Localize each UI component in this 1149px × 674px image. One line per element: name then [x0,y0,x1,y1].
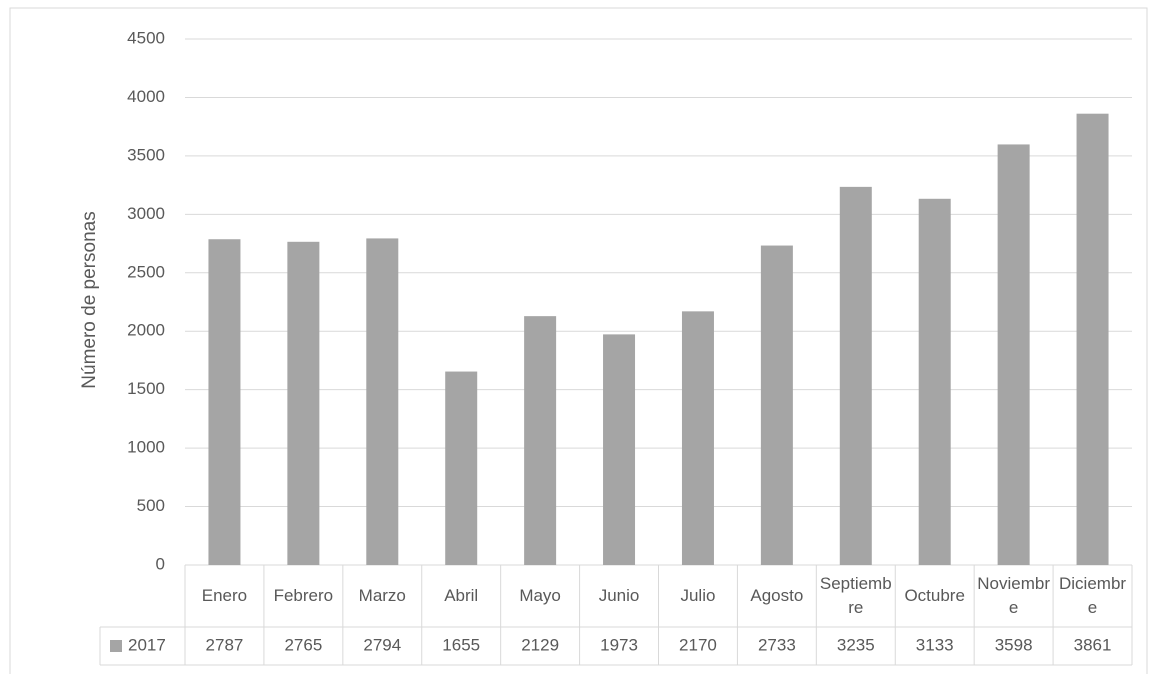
table-value: 2794 [363,635,401,654]
chart-frame [9,7,1148,674]
x-tick-label: Abril [444,586,479,606]
y-tick-label: 2500 [127,262,165,281]
x-tick-label-box: Mayo [519,586,561,606]
table-value: 2733 [758,635,796,654]
x-tick-label: Noviembre [977,574,1050,617]
x-tick-label-box: Junio [598,586,640,606]
table-value: 1655 [442,635,480,654]
x-tick-label: Febrero [273,586,334,606]
y-tick-label: 4500 [127,28,165,47]
y-tick-label: 3000 [127,204,165,223]
table-value: 1973 [600,635,638,654]
x-tick-label-box: Agosto [750,586,804,606]
bar [839,186,872,565]
y-axis-label: Número de personas [79,211,100,388]
y-tick-label: 1500 [127,379,165,398]
x-tick-label-box: Febrero [273,586,334,606]
x-tick-label-box: Marzo [358,586,406,606]
table-value: 3861 [1074,635,1112,654]
bar [997,144,1030,565]
x-tick-label: Octubre [904,586,965,606]
x-tick-label: Diciembre [1059,574,1127,617]
table-value: 3133 [916,635,954,654]
x-tick-label: Mayo [519,586,561,606]
x-tick-label: Enero [201,586,248,606]
x-tick-label: Agosto [750,586,804,606]
table-value: 2129 [521,635,559,654]
bar [366,238,399,565]
x-tick-label-box: Septiembre [819,574,892,617]
table-value: 2170 [679,635,717,654]
legend-label: 2017 [128,635,166,654]
bar [208,239,241,566]
y-tick-label: 2000 [127,321,165,340]
x-tick-label-box: Abril [444,586,479,606]
x-tick-label-box: Noviembre [977,574,1050,617]
x-tick-label-box: Octubre [904,586,965,606]
table-value: 3235 [837,635,875,654]
bar [1076,113,1109,565]
bar [287,241,320,565]
bar [918,198,951,565]
bar [681,311,714,565]
y-tick-label: 1000 [127,438,165,457]
x-tick-label-box: Enero [201,586,248,606]
bar [445,371,478,565]
x-tick-label-box: Diciembre [1059,574,1127,617]
y-tick-label: 500 [137,496,165,515]
x-tick-label: Septiembre [819,574,892,617]
table-value: 2765 [284,635,322,654]
table-value: 3598 [995,635,1033,654]
y-tick-label: 3500 [127,145,165,164]
legend-swatch [110,640,122,652]
bar [603,334,636,565]
table-value: 2787 [206,635,244,654]
bar [524,316,557,565]
y-tick-label: 4000 [127,87,165,106]
x-tick-label-box: Julio [680,586,716,606]
x-tick-label: Junio [598,586,640,606]
bar [760,245,793,565]
x-tick-label: Julio [680,586,716,606]
y-tick-label: 0 [156,554,165,573]
x-tick-label: Marzo [358,586,406,606]
